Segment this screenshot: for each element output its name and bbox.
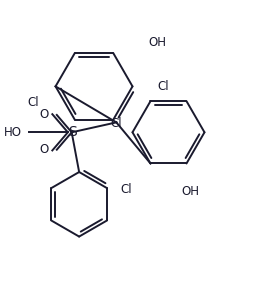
Text: O: O	[39, 143, 49, 156]
Text: Cl: Cl	[27, 96, 39, 109]
Text: S: S	[68, 125, 77, 138]
Text: HO: HO	[4, 126, 22, 139]
Text: Cl: Cl	[158, 80, 169, 93]
Text: OH: OH	[182, 185, 200, 198]
Text: Cl: Cl	[120, 183, 132, 196]
Text: Cl: Cl	[111, 117, 122, 130]
Text: OH: OH	[148, 36, 166, 49]
Text: O: O	[39, 109, 49, 122]
